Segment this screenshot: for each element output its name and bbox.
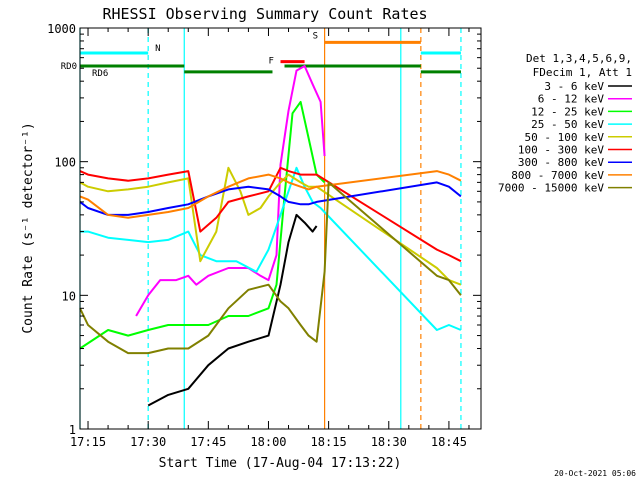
x-tick-label: 17:45 — [190, 435, 226, 449]
y-axis: 1 10 100 1000 — [47, 22, 481, 437]
chart-title: RHESSI Observing Summary Count Rates — [102, 5, 427, 23]
y-tick-label: 1 — [69, 423, 76, 437]
legend-entry-label: 7000 - 15000 keV — [498, 182, 604, 195]
series-line — [79, 181, 462, 355]
legend-entry-label: 6 - 12 keV — [538, 93, 605, 106]
x-tick-label: 17:15 — [70, 435, 106, 449]
x-tick-label: 18:45 — [431, 435, 467, 449]
footer-date: 20-Oct-2021 05:06 — [554, 469, 636, 478]
x-axis: 17:15 17:30 17:45 18:00 18:15 18:30 18:45 — [70, 28, 470, 449]
legend-entry-label: 50 - 100 keV — [525, 131, 605, 144]
state-bar-label: RD0 — [61, 62, 77, 72]
x-tick-label: 18:15 — [311, 435, 347, 449]
legend-entry-label: 300 - 800 keV — [518, 156, 604, 169]
legend: Det 1,3,4,5,6,9,FDecim 1, Att 13 - 6 keV… — [498, 52, 632, 195]
series-line — [79, 100, 326, 350]
legend-entry-label: 12 - 25 keV — [531, 105, 604, 118]
x-tick-label: 17:30 — [130, 435, 166, 449]
legend-entry-label: 3 - 6 keV — [544, 80, 604, 93]
y-tick-label: 100 — [54, 156, 76, 170]
y-tick-label: 1000 — [47, 22, 76, 36]
series-line — [79, 166, 462, 286]
x-tick-label: 18:30 — [371, 435, 407, 449]
series-line — [147, 213, 318, 407]
series-line — [80, 166, 462, 331]
plot-area: N S F RD0 RD6 — [61, 28, 462, 429]
legend-header: Det 1,3,4,5,6,9, — [526, 52, 632, 65]
series-line — [79, 166, 462, 263]
state-bar-label: N — [155, 44, 160, 54]
y-tick-label: 10 — [62, 289, 76, 303]
y-axis-label: Count Rate (s⁻¹ detector⁻¹) — [21, 122, 36, 333]
series-line — [79, 181, 462, 216]
legend-header: FDecim 1, Att 1 — [533, 66, 632, 79]
legend-entry-label: 25 - 50 keV — [531, 118, 604, 131]
state-bar-label: S — [313, 31, 318, 41]
x-tick-label: 18:00 — [250, 435, 286, 449]
state-bar-label: F — [269, 57, 274, 67]
plot-frame — [79, 27, 482, 430]
series-line — [135, 65, 326, 317]
legend-entry-label: 800 - 7000 keV — [511, 169, 604, 182]
legend-entry-label: 100 - 300 keV — [518, 144, 604, 157]
series-line — [79, 170, 462, 219]
x-axis-label: Start Time (17-Aug-04 17:13:22) — [159, 456, 402, 471]
state-bar-label: RD6 — [92, 69, 108, 79]
